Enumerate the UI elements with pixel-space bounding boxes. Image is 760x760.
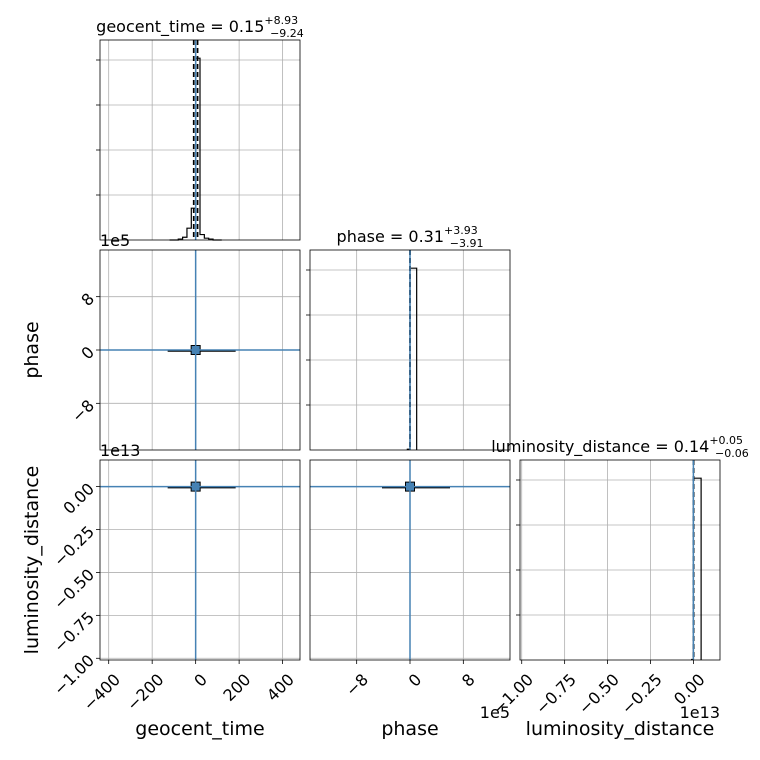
title-median: 0.14 xyxy=(674,437,710,456)
title-median: 0.31 xyxy=(408,227,444,246)
hist-panel-phase: phase = 0.31+3.93 −3.91 xyxy=(306,224,511,451)
truth-marker xyxy=(191,482,200,491)
truth-marker xyxy=(191,346,200,354)
y-offset-label: 1e5 xyxy=(100,231,130,250)
title-minus: −0.06 xyxy=(715,447,749,460)
title-plus: +3.93 xyxy=(444,224,478,237)
x-axis-label-geocent_time: geocent_time xyxy=(135,718,264,740)
title-phase: phase = 0.31+3.93 −3.91 xyxy=(337,224,484,250)
title-prefix: geocent_time = xyxy=(96,17,229,37)
pair-panel-phase-luminosity_distance xyxy=(309,459,511,661)
title-median: 0.15 xyxy=(229,17,265,36)
title-minus: −3.91 xyxy=(450,237,484,250)
axes-frame xyxy=(519,459,721,661)
title-plus: +0.05 xyxy=(709,434,743,447)
y-axis-label-luminosity_distance: luminosity_distance xyxy=(21,466,43,655)
x-axis-label-luminosity_distance: luminosity_distance xyxy=(526,718,715,740)
title-prefix: luminosity_distance = xyxy=(491,437,673,457)
title-geocent_time: geocent_time = 0.15+8.93 −9.24 xyxy=(96,14,304,40)
x-offset-label-luminosity_distance: 1e13 xyxy=(680,703,720,722)
hist-panel-geocent_time: geocent_time = 0.15+8.93 −9.24 xyxy=(96,14,304,241)
title-prefix: phase = xyxy=(337,227,409,246)
title-minus: −9.24 xyxy=(270,27,304,40)
hist-panel-luminosity_distance: luminosity_distance = 0.14+0.05 −0.06 xyxy=(491,434,749,661)
axes-frame xyxy=(99,459,301,661)
x-axis-label-phase: phase xyxy=(381,718,438,740)
axes-frame xyxy=(99,39,301,241)
x-offset-label-phase: 1e5 xyxy=(480,703,510,722)
y-axis-label-phase: phase xyxy=(21,321,43,378)
title-plus: +8.93 xyxy=(264,14,298,27)
truth-marker xyxy=(406,482,414,491)
title-luminosity_distance: luminosity_distance = 0.14+0.05 −0.06 xyxy=(491,434,749,460)
y-offset-label: 1e13 xyxy=(100,441,140,460)
axes-frame xyxy=(309,249,511,451)
